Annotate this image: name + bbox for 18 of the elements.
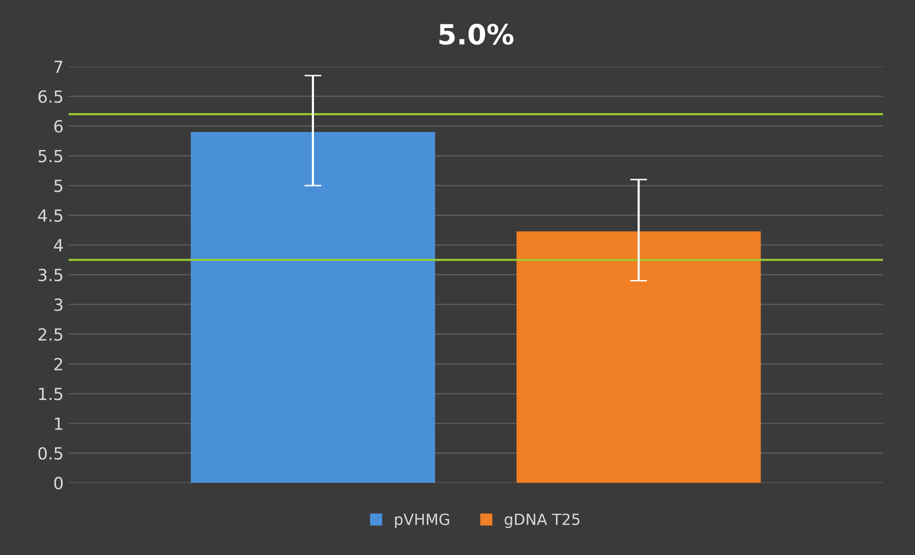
y-tick-label: 1.5 — [39, 388, 62, 400]
y-tick-label: 3 — [54, 298, 62, 312]
y-tick-label: 6 — [54, 120, 63, 133]
y-tick-label: 2 — [54, 358, 62, 370]
y-tick-label: 0 — [54, 476, 63, 490]
legend-label: gDNA T25 — [504, 514, 580, 528]
y-tick-label: 5.5 — [38, 150, 62, 162]
y-tick-label: 3.5 — [38, 268, 62, 282]
chart-title: 5.0% — [439, 24, 514, 45]
y-tick-label: 6.5 — [38, 90, 62, 103]
y-tick-label: 2.5 — [38, 328, 62, 341]
y-tick-label: 0.5 — [38, 447, 62, 460]
y-tick-label: 4 — [54, 239, 63, 252]
y-tick-label: 1 — [54, 418, 62, 430]
y-tick-label: 5 — [54, 180, 62, 192]
legend-label: pVHMG — [395, 514, 450, 528]
y-tick-label: 7 — [54, 60, 62, 73]
y-tick-label: 4.5 — [38, 209, 62, 222]
